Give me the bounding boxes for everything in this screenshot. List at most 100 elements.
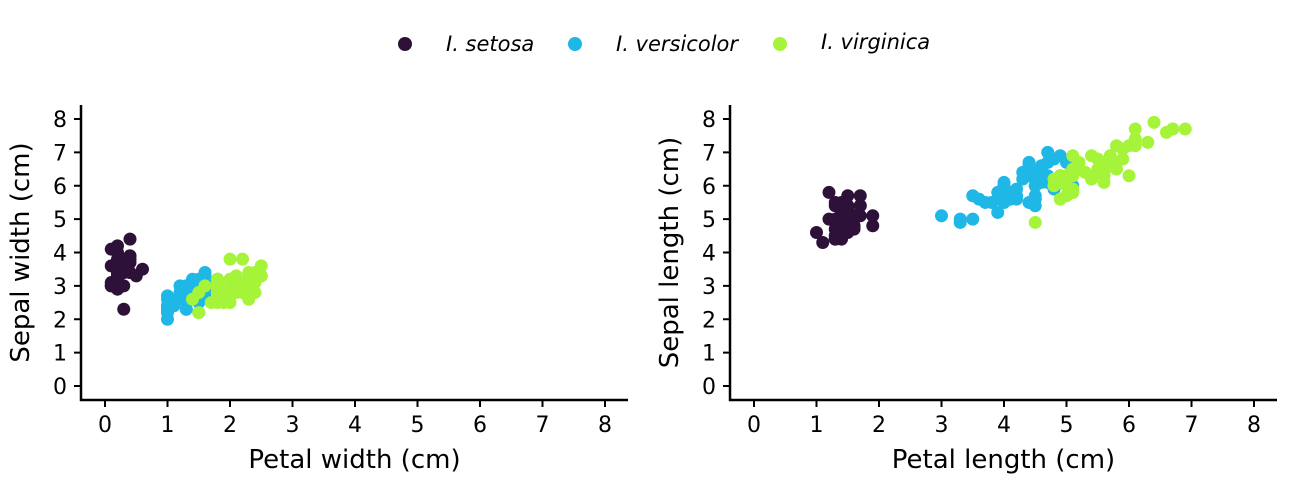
x-tick-label: 6 — [473, 413, 487, 438]
point-ivirginica-19 — [192, 306, 206, 320]
point-iversicolor-25 — [1022, 159, 1036, 173]
y-tick-label: 6 — [702, 175, 716, 200]
point-isetosa-41 — [117, 302, 131, 316]
x-tick-label: 8 — [598, 413, 612, 438]
point-isetosa-44 — [123, 252, 137, 266]
legend-label-virginica: I. virginica — [821, 30, 930, 54]
legend: I. setosa I. versicolor I. virginica — [398, 30, 930, 56]
x-tick-label: 7 — [1185, 413, 1199, 438]
y-tick-label: 4 — [702, 242, 716, 267]
point-ivirginica-43 — [1116, 152, 1130, 166]
point-ivirginica-48 — [1085, 172, 1098, 186]
point-isetosa-43 — [136, 262, 149, 276]
x-tick-label: 1 — [810, 413, 824, 438]
point-isetosa-48 — [841, 202, 855, 216]
point-ivirginica-35 — [1128, 122, 1142, 136]
point-ivirginica-46 — [1060, 169, 1073, 183]
point-ivirginica-31 — [1147, 115, 1161, 129]
point-isetosa-33 — [111, 239, 124, 253]
point-ivirginica-46 — [217, 296, 231, 310]
scatter-panel-petal-width-vs-sepal-width: 0 1 2 3 4 5 6 7 8 0 1 2 3 4 5 6 7 8 Petal width (cm) Sep… — [6, 105, 628, 475]
y-tick-label: 4 — [53, 242, 67, 267]
point-ivirginica-47 — [1072, 162, 1086, 176]
y-tick-label: 2 — [53, 308, 67, 333]
x-tick-label: 3 — [286, 413, 300, 438]
x-axis-ticks: 0 1 2 3 4 5 6 7 8 — [98, 400, 612, 438]
point-iversicolor-48 — [167, 296, 181, 310]
axes-frame — [728, 105, 1277, 402]
scatter-panel-petal-length-vs-sepal-length: 0 1 2 3 4 5 6 7 8 0 1 2 3 4 5 6 7 8 Petal length (cm) Se… — [655, 105, 1277, 475]
point-ivirginica-6 — [1028, 215, 1042, 229]
x-axis-title: Petal width (cm) — [248, 445, 460, 475]
point-iversicolor-31 — [978, 195, 992, 209]
point-isetosa-20 — [853, 199, 867, 213]
point-ivirginica-18 — [1178, 122, 1192, 136]
point-ivirginica-49 — [1066, 182, 1080, 196]
y-tick-label: 3 — [702, 275, 716, 300]
y-tick-label: 8 — [702, 108, 716, 133]
point-ivirginica-22 — [1166, 122, 1180, 136]
point-iversicolor-21 — [997, 175, 1011, 189]
point-ivirginica-17 — [236, 252, 249, 266]
legend-marker-versicolor — [568, 37, 582, 51]
point-isetosa-44 — [866, 209, 880, 223]
x-tick-label: 4 — [348, 413, 362, 438]
x-axis-title: Petal length (cm) — [892, 445, 1115, 475]
point-isetosa-15 — [123, 232, 137, 246]
point-ivirginica-47 — [223, 279, 237, 293]
point-iversicolor-48 — [935, 209, 948, 223]
point-iversicolor-9 — [991, 205, 1005, 219]
point-isetosa-49 — [835, 212, 848, 226]
points-layer — [104, 232, 268, 326]
legend-label-setosa: I. setosa — [446, 32, 534, 56]
point-isetosa-22 — [810, 225, 823, 239]
points-layer — [810, 115, 1192, 249]
legend-label-versicolor: I. versicolor — [616, 32, 739, 56]
point-ivirginica-44 — [1103, 155, 1117, 169]
point-iversicolor-43 — [953, 212, 967, 226]
y-axis-title: Sepal length (cm) — [655, 137, 685, 368]
point-ivirginica-31 — [223, 252, 237, 266]
y-tick-label: 5 — [53, 208, 67, 233]
point-iversicolor-10 — [966, 212, 980, 226]
point-isetosa-13 — [816, 235, 830, 249]
point-ivirginica-49 — [211, 279, 224, 293]
point-ivirginica-34 — [186, 292, 199, 306]
y-tick-label: 6 — [53, 175, 67, 200]
point-iversicolor-40 — [1022, 195, 1036, 209]
point-ivirginica-45 — [242, 279, 256, 293]
y-tick-label: 0 — [53, 375, 67, 400]
x-tick-label: 0 — [98, 413, 112, 438]
x-tick-label: 8 — [1247, 413, 1261, 438]
y-tick-label: 1 — [702, 342, 716, 367]
legend-marker-virginica — [773, 37, 787, 51]
x-tick-label: 6 — [1122, 413, 1136, 438]
point-iversicolor-41 — [1035, 175, 1048, 189]
point-ivirginica-0 — [1122, 169, 1136, 183]
y-axis-ticks: 0 1 2 3 4 5 6 7 8 — [53, 108, 81, 400]
y-tick-label: 8 — [53, 108, 67, 133]
point-isetosa-36 — [828, 195, 842, 209]
y-axis-title: Sepal width (cm) — [6, 142, 36, 362]
x-tick-label: 2 — [872, 413, 886, 438]
x-tick-label: 5 — [1060, 413, 1074, 438]
point-ivirginica-21 — [1053, 192, 1067, 206]
x-axis-ticks: 0 1 2 3 4 5 6 7 8 — [747, 400, 1261, 438]
point-ivirginica-38 — [1047, 179, 1061, 193]
point-isetosa-18 — [853, 189, 867, 203]
x-tick-label: 7 — [536, 413, 550, 438]
x-tick-label: 2 — [223, 413, 237, 438]
legend-marker-setosa — [398, 37, 412, 51]
x-tick-label: 4 — [997, 413, 1011, 438]
x-tick-label: 0 — [747, 413, 761, 438]
point-iversicolor-35 — [198, 266, 212, 280]
point-iversicolor-47 — [1016, 172, 1030, 186]
y-tick-label: 7 — [702, 141, 716, 166]
y-tick-label: 7 — [53, 141, 67, 166]
point-ivirginica-39 — [1085, 149, 1098, 163]
y-tick-label: 1 — [53, 342, 67, 367]
point-isetosa-47 — [835, 225, 848, 239]
point-isetosa-48 — [111, 256, 124, 270]
x-tick-label: 1 — [161, 413, 175, 438]
